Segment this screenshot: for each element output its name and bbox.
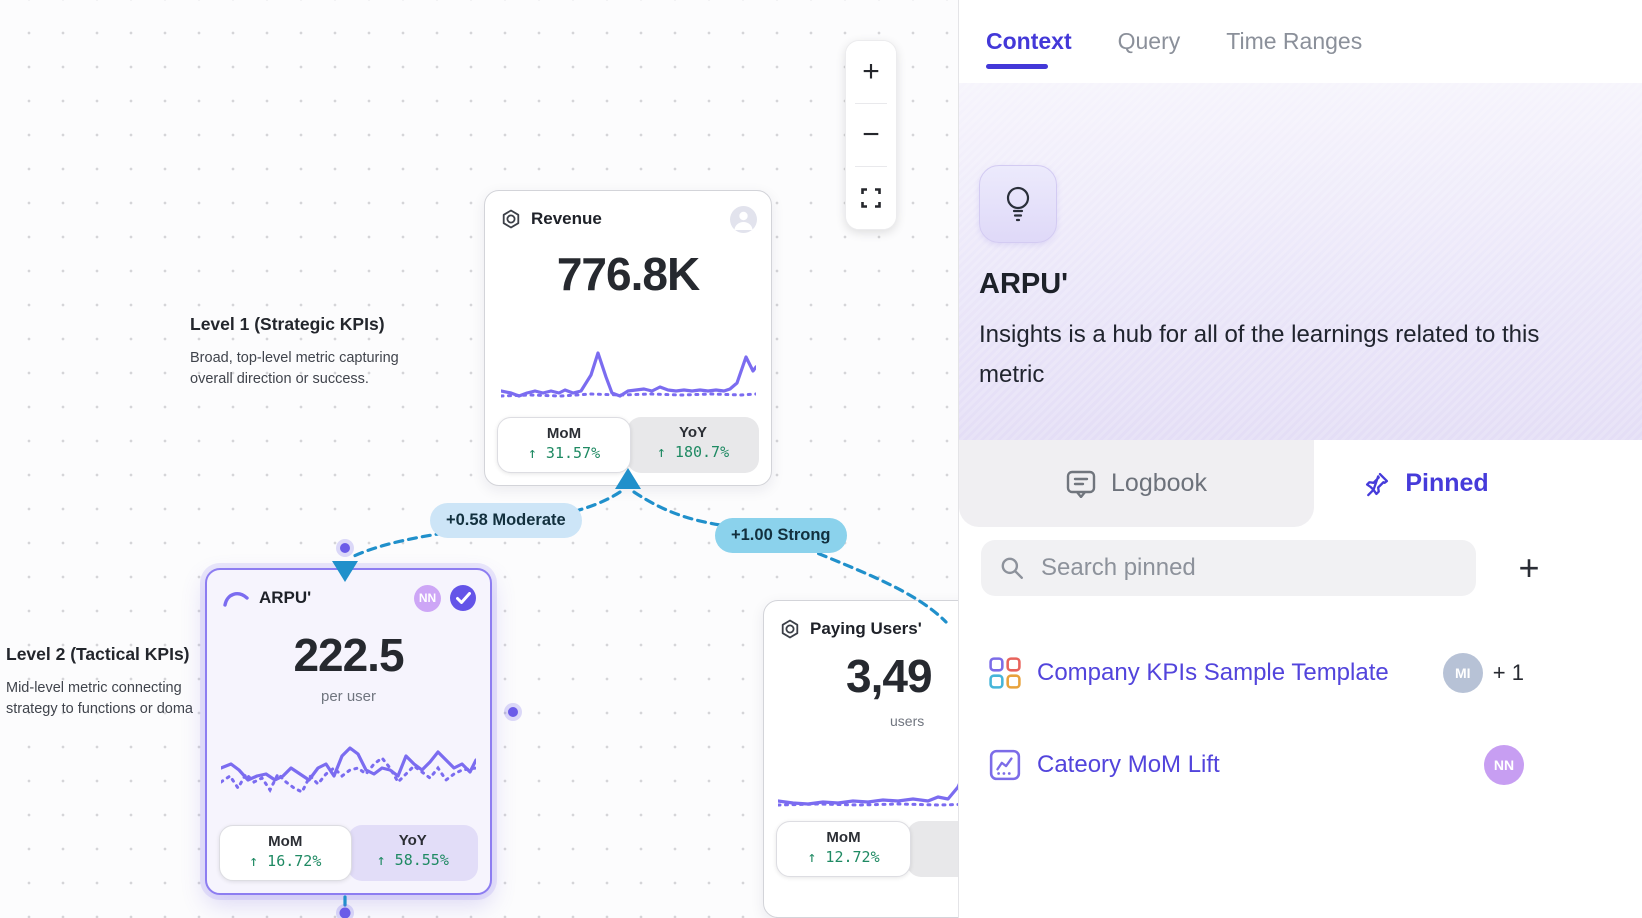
paying-yoy-label: YoY bbox=[907, 828, 958, 845]
revenue-value: 776.8K bbox=[556, 248, 700, 300]
hexagon-node-icon bbox=[781, 619, 799, 639]
metric-description: Insights is a hub for all of the learnin… bbox=[979, 321, 1540, 388]
arpu-value: 222.5 bbox=[293, 629, 404, 681]
pin-icon bbox=[1366, 472, 1389, 496]
pinned-item-label: Cateory MoM Lift bbox=[1037, 751, 1220, 778]
level-2-title: Level 2 (Tactical KPIs) bbox=[6, 644, 190, 664]
paying-mom-value: ↑ 12.72% bbox=[807, 848, 880, 866]
tab-context[interactable]: Context bbox=[986, 28, 1072, 54]
revenue-sparkline bbox=[501, 351, 756, 398]
revenue-mom-label: MoM bbox=[546, 425, 582, 442]
revenue-mom-pill[interactable]: MoM ↑ 31.57% bbox=[497, 417, 631, 473]
verified-check-icon bbox=[450, 585, 476, 611]
details-sidebar: Context Query Time Ranges ARPU' Insights… bbox=[958, 0, 1642, 918]
subtab-pinned-label: Pinned bbox=[1405, 469, 1489, 497]
arpu-card-header: ARPU' NN bbox=[223, 584, 476, 612]
revenue-card-title: Revenue bbox=[531, 209, 602, 228]
paying-mom-pill[interactable]: MoM ↑ 12.72% bbox=[776, 821, 911, 877]
metric-title: ARPU' bbox=[979, 268, 1069, 300]
metric-tree-canvas[interactable]: Level 1 (Strategic KPIs) Broad, top-leve… bbox=[0, 0, 958, 918]
level-1-label: Level 1 (Strategic KPIs) Broad, top-leve… bbox=[190, 314, 430, 390]
tab-time-ranges[interactable]: Time Ranges bbox=[1226, 28, 1363, 54]
zoom-controls: + − bbox=[845, 40, 897, 230]
pinned-search-row: + bbox=[981, 540, 1642, 596]
paying-yoy-pill[interactable]: YoY bbox=[907, 821, 958, 877]
paying-sparkline bbox=[778, 783, 958, 807]
tab-query[interactable]: Query bbox=[1117, 28, 1181, 54]
arpu-mom-label: MoM bbox=[268, 833, 303, 850]
connector-dot bbox=[508, 707, 518, 717]
zoom-out-button[interactable]: − bbox=[846, 104, 896, 166]
connector-dot bbox=[340, 543, 350, 553]
level-1-title: Level 1 (Strategic KPIs) bbox=[190, 314, 385, 334]
owner-avatar-icon bbox=[730, 205, 757, 233]
zoom-in-button[interactable]: + bbox=[846, 41, 896, 103]
arpu-avatar: NN bbox=[414, 584, 441, 612]
sidebar-tabbar: Context Query Time Ranges bbox=[959, 0, 1642, 83]
edge-label-strong[interactable]: +1.00 Strong bbox=[715, 518, 847, 553]
arpu-stat-pills: MoM ↑ 16.72% YoY ↑ 58.55% bbox=[219, 825, 478, 881]
revenue-stat-pills: MoM ↑ 31.57% YoY ↑ 180.7% bbox=[497, 417, 759, 473]
fit-view-button[interactable] bbox=[846, 167, 896, 229]
paying-stat-pills: MoM ↑ 12.72% YoY bbox=[776, 821, 958, 877]
arpu-mom-pill[interactable]: MoM ↑ 16.72% bbox=[219, 825, 352, 881]
logbook-comment-icon bbox=[1066, 470, 1096, 498]
subtab-logbook-label: Logbook bbox=[1111, 469, 1207, 497]
arpu-unit: per user bbox=[320, 688, 377, 705]
arpu-yoy-value: ↑ 58.55% bbox=[376, 851, 449, 869]
level-2-label: Level 2 (Tactical KPIs) Mid-level metric… bbox=[6, 644, 211, 720]
avatar: MI bbox=[1442, 653, 1483, 693]
sidebar-subtabs: Logbook Pinned bbox=[959, 440, 1642, 527]
paying-card-title: Paying Users' bbox=[810, 619, 922, 638]
search-box[interactable] bbox=[981, 540, 1476, 596]
fullscreen-icon bbox=[861, 188, 881, 208]
search-icon bbox=[1001, 557, 1023, 579]
subtab-pinned[interactable]: Pinned bbox=[1314, 440, 1642, 527]
arpu-yoy-pill[interactable]: YoY ↑ 58.55% bbox=[347, 825, 478, 881]
level-1-description: Broad, top-level metric capturing overal… bbox=[190, 350, 399, 387]
paying-value: 3,49 bbox=[846, 650, 933, 702]
edge-label-moderate[interactable]: +0.58 Moderate bbox=[430, 503, 582, 538]
chart-icon bbox=[989, 749, 1021, 781]
revenue-yoy-pill[interactable]: YoY ↑ 180.7% bbox=[627, 417, 759, 473]
revenue-yoy-label: YoY bbox=[678, 424, 708, 441]
arpu-sparkline bbox=[221, 746, 476, 795]
search-pinned-input[interactable] bbox=[1041, 554, 1458, 582]
pinned-item-company-kpis[interactable]: Company KPIs Sample Template MI + 1 bbox=[989, 645, 1524, 701]
avatar: NN bbox=[1484, 745, 1524, 785]
metric-card-paying-users[interactable]: Paying Users' 3,49 users MoM ↑ 12.72% Yo… bbox=[763, 600, 958, 918]
add-pinned-button[interactable]: + bbox=[1508, 540, 1550, 596]
paying-mom-label: MoM bbox=[826, 829, 861, 846]
extra-collaborators-count: + 1 bbox=[1492, 660, 1524, 685]
level-2-description: Mid-level metric connecting strategy to … bbox=[6, 680, 193, 717]
template-grid-icon bbox=[989, 657, 1021, 689]
lightbulb-icon bbox=[1006, 186, 1030, 222]
arc-curve-icon bbox=[223, 592, 249, 607]
pinned-item-cateory-mom-lift[interactable]: Cateory MoM Lift NN bbox=[989, 737, 1524, 793]
arpu-yoy-label: YoY bbox=[398, 832, 427, 849]
hexagon-node-icon bbox=[502, 209, 520, 229]
revenue-yoy-value: ↑ 180.7% bbox=[656, 443, 730, 461]
metric-hero-panel: ARPU' Insights is a hub for all of the l… bbox=[959, 83, 1642, 440]
subtab-logbook[interactable]: Logbook bbox=[959, 440, 1314, 527]
paying-unit: users bbox=[890, 713, 925, 729]
paying-card-header: Paying Users' bbox=[780, 615, 958, 643]
arpu-card-title: ARPU' bbox=[259, 588, 312, 607]
connector-dot bbox=[339, 907, 351, 918]
revenue-mom-value: ↑ 31.57% bbox=[527, 444, 601, 462]
pinned-item-label: Company KPIs Sample Template bbox=[1037, 659, 1389, 686]
revenue-card-header: Revenue bbox=[501, 205, 757, 233]
metric-card-arpu[interactable]: ARPU' NN 222.5 per user MoM ↑ 16.72% bbox=[205, 568, 492, 895]
insight-tile bbox=[979, 165, 1057, 243]
active-tab-underline bbox=[986, 64, 1048, 69]
metric-card-revenue[interactable]: Revenue 776.8K MoM ↑ 31.57% YoY bbox=[484, 190, 772, 486]
arpu-mom-value: ↑ 16.72% bbox=[249, 852, 322, 870]
